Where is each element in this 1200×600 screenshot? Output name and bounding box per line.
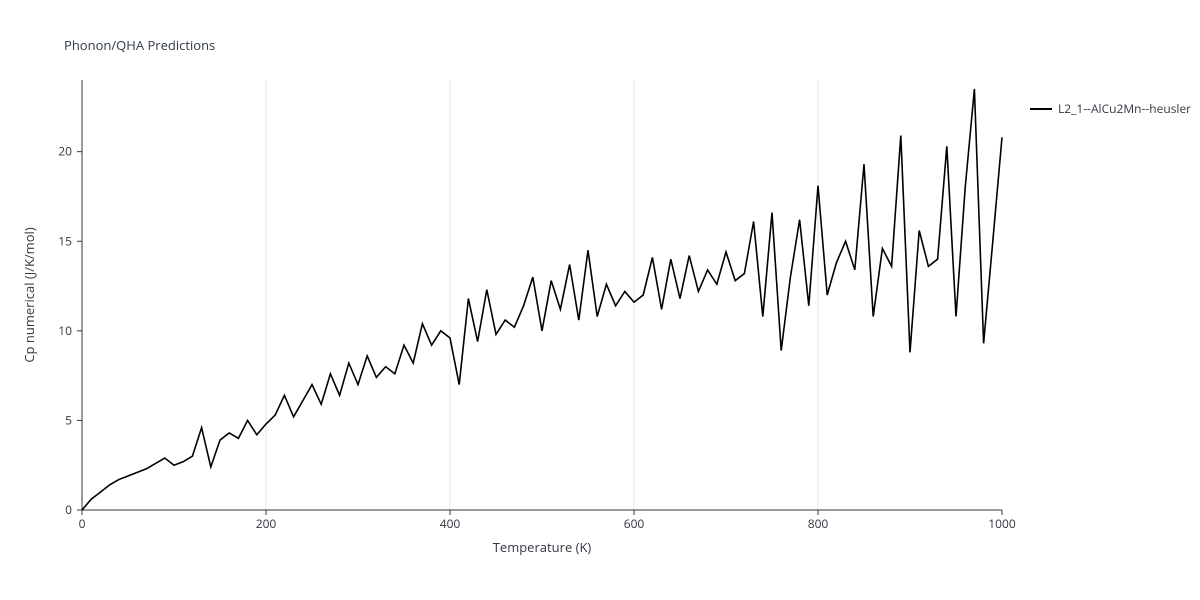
x-tick-label: 200 (256, 515, 277, 532)
legend: L2_1--AlCu2Mn--heusler (1030, 100, 1191, 117)
legend-swatch (1030, 108, 1052, 110)
x-tick-label: 800 (808, 515, 829, 532)
y-tick-label: 10 (58, 322, 72, 339)
x-axis-label: Temperature (K) (493, 538, 592, 556)
x-tick-label: 600 (624, 515, 645, 532)
legend-label: L2_1--AlCu2Mn--heusler (1058, 100, 1191, 117)
y-tick-label: 15 (58, 232, 72, 249)
x-tick-label: 0 (79, 515, 86, 532)
y-tick-label: 5 (65, 411, 72, 428)
x-tick-label: 400 (440, 515, 461, 532)
chart-title: Phonon/QHA Predictions (64, 36, 215, 54)
y-tick-label: 0 (65, 501, 72, 518)
line-chart: 0 200 400 600 800 1000 0 5 10 15 20 Temperature (K)… (0, 0, 1200, 600)
y-tick-label: 20 (58, 143, 72, 160)
y-axis-label: Cp numerical (J/K/mol) (20, 227, 38, 362)
series-line (82, 89, 1002, 510)
x-tick-label: 1000 (988, 515, 1016, 532)
